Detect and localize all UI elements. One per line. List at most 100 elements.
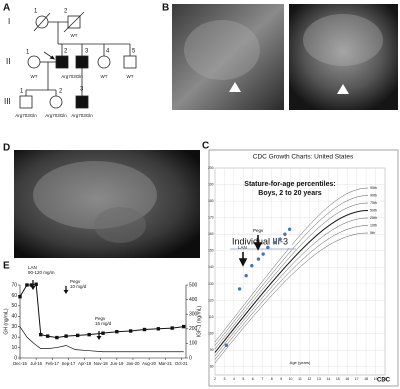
chart-title: CDC Growth Charts: United States [253, 154, 354, 161]
individual-label: Individual III-3 [232, 236, 288, 246]
y-tick-label: 40 [11, 314, 17, 320]
y2-axis-label: IGF-1 (ng/mL) [196, 305, 202, 337]
data-point [34, 282, 38, 286]
data-point [287, 227, 292, 231]
x-tick-label: Jun-19 [110, 361, 124, 366]
chart-subtitle: Boys, 2 to 20 years [258, 190, 322, 197]
annotation: Pegv [253, 228, 264, 233]
y-tick-label: 20 [11, 334, 17, 340]
annotation: Pegv [70, 279, 81, 284]
y-tick-label: 190 [208, 182, 214, 186]
y-tick-label: 170 [208, 216, 214, 220]
data-point [128, 329, 133, 333]
x-tick-label: Feb-17 [45, 361, 59, 366]
y-tick-label: 140 [208, 265, 214, 269]
percentile-label: 25th [370, 216, 377, 220]
y-tick-label: 100 [208, 331, 214, 335]
data-point [181, 324, 186, 329]
hormone-chart: 0 10 20 30 40 50 60 70 0 100 200 300 400 500 Dec-15 Jul… [3, 265, 202, 366]
x-tick-label: Dec-15 [13, 361, 27, 366]
genotype: WT [101, 74, 108, 79]
x-tick-label: 11 [298, 377, 302, 381]
data-point [18, 294, 22, 299]
annotation-arrow [238, 252, 248, 267]
data-point [29, 283, 34, 287]
y-tick-label: 80 [210, 365, 214, 369]
genotype: Arg703Gln [45, 113, 67, 118]
y2-tick-label: 100 [189, 341, 198, 347]
data-point [224, 343, 229, 347]
x-tick-label: 5 [242, 377, 244, 381]
x-tick-label: 15 [336, 377, 340, 381]
data-point [87, 332, 91, 337]
individual-number: 1 [26, 50, 30, 56]
x-tick-label: 3 [223, 377, 225, 381]
annotation-arrowhead [63, 290, 69, 294]
female [97, 55, 111, 69]
male [19, 95, 33, 109]
data-point [261, 252, 265, 256]
panel-label: C [202, 141, 209, 152]
data-point [283, 232, 287, 236]
individual-number: 1 [34, 9, 38, 15]
individual-number: 4 [106, 49, 110, 55]
data-point [278, 237, 282, 241]
genotype: WT [31, 74, 38, 79]
percentile-label: 50th [370, 208, 377, 212]
annotation: 15 mg/d [95, 321, 112, 326]
x-tick-label: 18 [364, 377, 368, 381]
percentile-curve [214, 187, 369, 343]
y-tick-label: 160 [208, 232, 214, 236]
series-line [19, 326, 184, 353]
individual-number: 5 [132, 49, 136, 55]
x-tick-label: Mar-21 [158, 361, 172, 366]
panel-label: D [3, 143, 10, 154]
individual-number: 2 [64, 49, 68, 55]
generation-label: II [6, 57, 10, 66]
x-tick-label: 7 [261, 377, 263, 381]
y2-tick-label: 200 [189, 326, 198, 332]
percentile-label: 95th [370, 186, 377, 190]
pedigree: I II III 1 2 WT 1 WT 2 Arg703Gln [4, 9, 137, 118]
genotype: WT [127, 74, 134, 79]
y2-tick-label: 400 [189, 297, 198, 303]
label-background [230, 236, 292, 248]
deceased-slash [63, 11, 85, 33]
x-tick-label: 12 [307, 377, 311, 381]
individual-number: 3 [85, 49, 89, 55]
panel-label: B [162, 3, 169, 14]
percentile-curve [214, 232, 369, 364]
logo: CDC [377, 378, 391, 384]
individual-number: 3 [80, 87, 84, 93]
data-point [45, 334, 50, 338]
y-tick-label: 60 [11, 293, 17, 299]
generation-label: III [4, 97, 11, 106]
data-point [237, 287, 242, 291]
x-tick-label: 13 [317, 377, 321, 381]
deceased-slash [33, 12, 51, 32]
data-point [75, 333, 80, 338]
data-point [39, 332, 43, 337]
panel-label: E [3, 261, 10, 272]
data-point [244, 273, 248, 278]
data-point [250, 264, 254, 268]
y-tick-label: 10 [11, 345, 17, 351]
annotation: 90-120 mg/m [28, 270, 55, 275]
x-tick-label: 10 [289, 377, 293, 381]
y-tick-label: 130 [208, 282, 214, 286]
y-tick-label: 110 [208, 315, 213, 319]
x-tick-label: 14 [326, 377, 330, 381]
x-tick-label: 9 [280, 377, 282, 381]
x-tick-label: Oct-21 [175, 361, 189, 366]
generation-label: I [8, 17, 10, 26]
data-point [25, 283, 29, 287]
y-tick-label: 150 [208, 249, 214, 253]
data-point [156, 327, 161, 331]
x-tick-label: 17 [355, 377, 359, 381]
annotation-arrow [253, 235, 263, 251]
mri-sagittal [172, 4, 284, 110]
male [123, 55, 137, 69]
percentile-curve [214, 195, 369, 346]
x-tick-label: 16 [345, 377, 349, 381]
